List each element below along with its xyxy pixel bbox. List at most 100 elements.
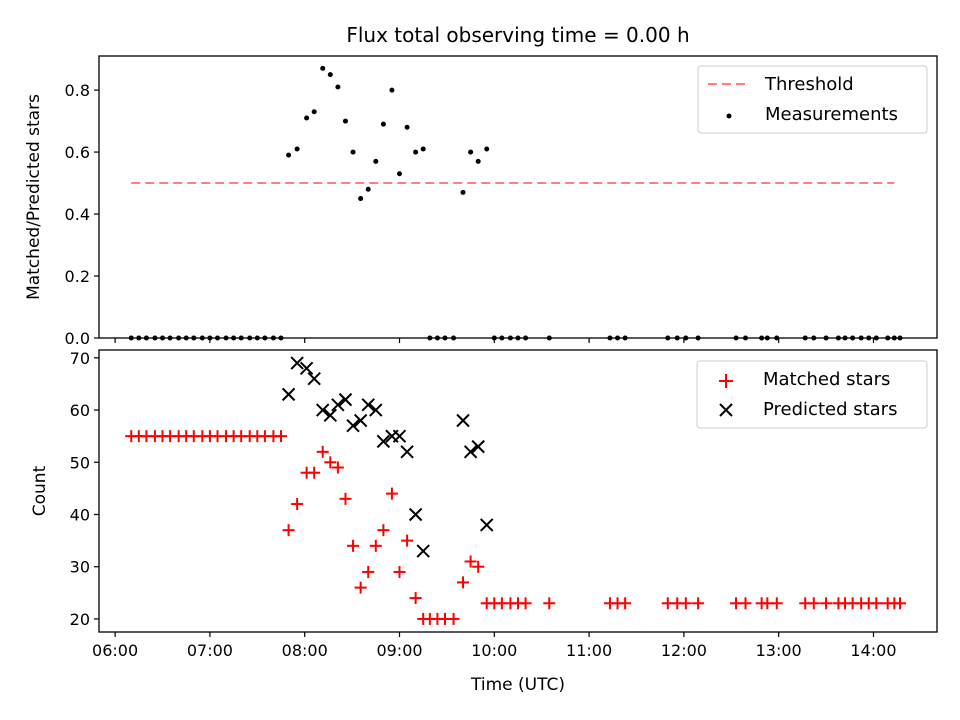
top-y-tick-label: 0.0: [65, 329, 90, 348]
measurement-point: [327, 72, 333, 78]
measurement-point: [759, 335, 765, 341]
measurement-point: [199, 335, 205, 341]
matched-star-point: [870, 597, 883, 610]
measurement-point: [451, 335, 457, 341]
matched-star-point: [324, 456, 337, 469]
predicted-star-point: [323, 408, 338, 422]
bottom-x-tick-label: 08:00: [282, 641, 328, 660]
top-y-tick-label: 0.2: [65, 267, 90, 286]
measurement-point: [515, 335, 521, 341]
measurement-point: [320, 65, 326, 71]
bottom-y-tick-label: 30: [70, 558, 90, 577]
measurement-point: [365, 186, 371, 192]
matched-star-point: [409, 592, 422, 605]
measurement-point: [160, 335, 166, 341]
measurement-point: [733, 335, 739, 341]
bottom-panel: 20 30 40 50 60 70 06:00 07:00 08:00 09:00 10:00 11…: [30, 349, 938, 695]
measurement-point: [254, 335, 260, 341]
bottom-axes-frame: [98, 349, 938, 633]
bottom-legend-box: [696, 360, 928, 429]
predicted-star-point: [338, 392, 353, 407]
chart-title: Flux total observing time = 0.00 h: [346, 23, 689, 47]
matched-star-point: [739, 597, 752, 610]
measurement-point: [136, 335, 142, 341]
top-legend-box: [697, 65, 928, 134]
matched-star-point: [820, 597, 833, 610]
matched-star-point: [770, 597, 783, 610]
bottom-x-tick-label: 09:00: [376, 641, 422, 660]
bottom-legend: Matched stars Predicted stars: [696, 360, 928, 429]
measurement-point: [183, 335, 189, 341]
matched-star-point: [807, 597, 820, 610]
measurement-point: [442, 335, 448, 341]
measurement-point: [674, 335, 680, 341]
measurement-point: [683, 335, 689, 341]
predicted-star-point: [331, 398, 345, 412]
measurement-point: [413, 149, 419, 155]
measurement-point: [389, 87, 395, 93]
matched-star-point: [519, 597, 532, 610]
measurement-point: [335, 84, 341, 90]
predicted-star-point: [361, 398, 375, 412]
matched-star-point: [619, 597, 632, 610]
legend-threshold-label: Threshold: [764, 74, 854, 95]
measurement-point: [427, 335, 433, 341]
measurement-point: [238, 335, 244, 341]
measurement-point: [897, 335, 903, 341]
predicted-star-point: [376, 434, 391, 449]
predicted-star-point: [316, 403, 330, 417]
predicted-star-point: [471, 439, 485, 454]
matched-star-point: [354, 581, 367, 594]
measurement-point: [404, 124, 410, 130]
measurement-point: [420, 146, 426, 152]
measurement-point: [891, 335, 897, 341]
predicted-star-point: [392, 429, 407, 443]
bottom-x-tick-label: 10:00: [471, 641, 517, 660]
matched-star-point: [347, 539, 360, 552]
measurement-point: [434, 335, 440, 341]
matched-star-point: [385, 487, 398, 500]
bottom-x-tick-label: 12:00: [661, 641, 707, 660]
matched-star-point: [291, 498, 304, 511]
bottom-x-tick-label: 06:00: [92, 641, 138, 660]
measurement-point: [523, 335, 529, 341]
matched-star-point: [377, 524, 390, 537]
matched-star-point: [362, 565, 375, 578]
top-y-tick-label: 0.4: [65, 205, 90, 224]
measurement-point: [191, 335, 197, 341]
measurement-point: [507, 335, 513, 341]
matched-star-point: [894, 597, 907, 610]
measurement-point: [774, 335, 780, 341]
measurement-point: [231, 335, 237, 341]
top-legend: Threshold Measurements: [697, 65, 928, 134]
measurement-point: [607, 335, 613, 341]
bottom-x-tick-label: 11:00: [566, 641, 612, 660]
bottom-y-tick-label: 20: [70, 610, 90, 629]
matched-stars-series: [125, 430, 907, 625]
measurement-point: [167, 335, 173, 341]
measurement-point: [885, 335, 891, 341]
measurement-point: [311, 109, 317, 115]
matched-star-point: [308, 466, 321, 479]
measurement-point: [342, 118, 348, 124]
measurement-point: [743, 335, 749, 341]
bottom-y-tick-label: 70: [70, 349, 90, 368]
measurement-point: [304, 115, 310, 121]
measurement-point: [866, 335, 872, 341]
matched-star-point: [464, 555, 477, 568]
measurement-point: [247, 335, 253, 341]
matched-star-point: [393, 565, 406, 578]
legend-predicted-swatch: [719, 403, 733, 417]
predicted-star-point: [369, 403, 383, 417]
measurement-point: [475, 158, 481, 164]
measurement-point: [214, 335, 220, 341]
measurement-point: [802, 335, 808, 341]
measurement-point: [286, 152, 292, 158]
measurement-point: [850, 335, 856, 341]
predicted-star-point: [307, 372, 321, 386]
measurement-point: [622, 335, 628, 341]
measurement-point: [350, 149, 356, 155]
top-y-tick-label: 0.6: [65, 143, 90, 162]
measurement-point: [128, 335, 134, 341]
